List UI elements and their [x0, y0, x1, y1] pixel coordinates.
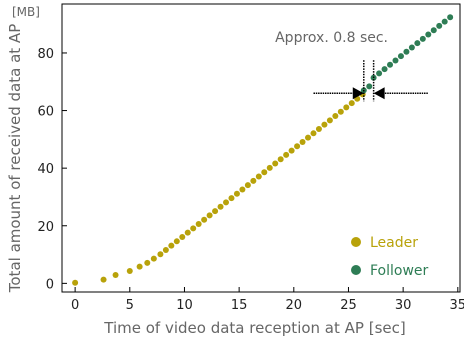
- follower-point: [403, 48, 410, 55]
- leader-point: [201, 216, 208, 223]
- legend-leader-label: Leader: [370, 235, 418, 251]
- leader-point: [326, 117, 333, 124]
- follower-point: [376, 70, 383, 77]
- leader-point: [315, 125, 322, 132]
- leader-point: [255, 173, 262, 180]
- annotation-left-arrowhead: [352, 87, 364, 100]
- leader-point: [343, 104, 350, 111]
- leader-point: [348, 100, 355, 107]
- leader-point: [233, 190, 240, 197]
- x-tick-label: 20: [286, 298, 303, 313]
- leader-point: [195, 221, 202, 228]
- follower-point: [381, 66, 388, 73]
- x-tick-label: 10: [176, 298, 193, 313]
- leader-point: [332, 113, 339, 120]
- y-axis-ticks: 0 20 40 60 80: [37, 47, 67, 292]
- leader-point: [206, 212, 213, 219]
- legend-follower-marker: [351, 265, 361, 275]
- leader-point: [168, 242, 175, 249]
- leader-point: [217, 203, 224, 210]
- y-tick-label: 80: [37, 47, 54, 62]
- y-tick-label: 60: [37, 105, 54, 120]
- leader-point: [294, 143, 301, 150]
- leader-point: [184, 229, 191, 236]
- leader-point: [250, 177, 257, 184]
- leader-point: [112, 272, 119, 279]
- y-axis-unit-label: [MB]: [12, 5, 40, 19]
- leader-point: [212, 208, 219, 215]
- y-tick-label: 0: [46, 277, 54, 292]
- leader-point: [100, 276, 107, 283]
- x-tick-label: 30: [395, 298, 412, 313]
- y-tick-label: 20: [37, 220, 54, 235]
- leader-point: [223, 199, 230, 206]
- leader-point: [266, 164, 273, 171]
- legend: Leader Follower: [351, 235, 429, 279]
- leader-point: [337, 108, 344, 115]
- leader-point: [157, 251, 164, 258]
- follower-point: [419, 35, 426, 42]
- leader-point: [244, 182, 251, 189]
- follower-point: [414, 40, 421, 47]
- x-tick-label: 25: [340, 298, 357, 313]
- leader-point: [126, 267, 133, 274]
- x-tick-label: 15: [231, 298, 248, 313]
- follower-point: [392, 57, 399, 64]
- leader-point: [162, 246, 169, 253]
- follower-point: [425, 31, 432, 38]
- leader-point: [144, 259, 151, 266]
- leader-point: [136, 263, 143, 270]
- follower-point: [447, 14, 454, 21]
- leader-point: [239, 186, 246, 193]
- x-axis-label: Time of video data reception at AP [sec]: [103, 319, 405, 337]
- legend-leader-marker: [351, 237, 361, 247]
- x-axis-ticks: 0 5 10 15 20 25 30 35: [71, 287, 464, 313]
- annotation-text: Approx. 0.8 sec.: [275, 30, 388, 46]
- follower-point: [408, 44, 415, 51]
- x-tick-label: 5: [126, 298, 134, 313]
- x-tick-label: 0: [71, 298, 79, 313]
- leader-point: [310, 130, 317, 137]
- plot-frame: [61, 3, 461, 293]
- follower-point: [366, 83, 373, 90]
- follower-point: [430, 27, 437, 34]
- data-points: [72, 14, 454, 286]
- x-tick-label: 35: [450, 298, 464, 313]
- leader-point: [321, 121, 328, 128]
- leader-point: [299, 138, 306, 145]
- leader-point: [272, 160, 279, 167]
- leader-point: [305, 134, 312, 141]
- legend-follower-label: Follower: [370, 263, 429, 279]
- annotation-right-arrowhead: [373, 87, 385, 100]
- leader-point: [288, 147, 295, 154]
- leader-point: [72, 279, 79, 286]
- leader-point: [261, 169, 268, 176]
- follower-point: [397, 53, 404, 60]
- leader-point: [277, 156, 284, 163]
- leader-point: [150, 255, 157, 262]
- y-axis-label: Total amount of received data at AP: [6, 24, 24, 293]
- follower-point: [436, 22, 443, 29]
- leader-point: [228, 195, 235, 202]
- leader-point: [179, 233, 186, 240]
- follower-point: [387, 61, 394, 68]
- y-tick-label: 40: [37, 162, 54, 177]
- time-gap-annotation: Approx. 0.8 sec.: [275, 30, 429, 102]
- leader-point: [173, 238, 180, 245]
- leader-point: [190, 225, 197, 232]
- follower-point: [441, 18, 448, 25]
- leader-point: [283, 151, 290, 158]
